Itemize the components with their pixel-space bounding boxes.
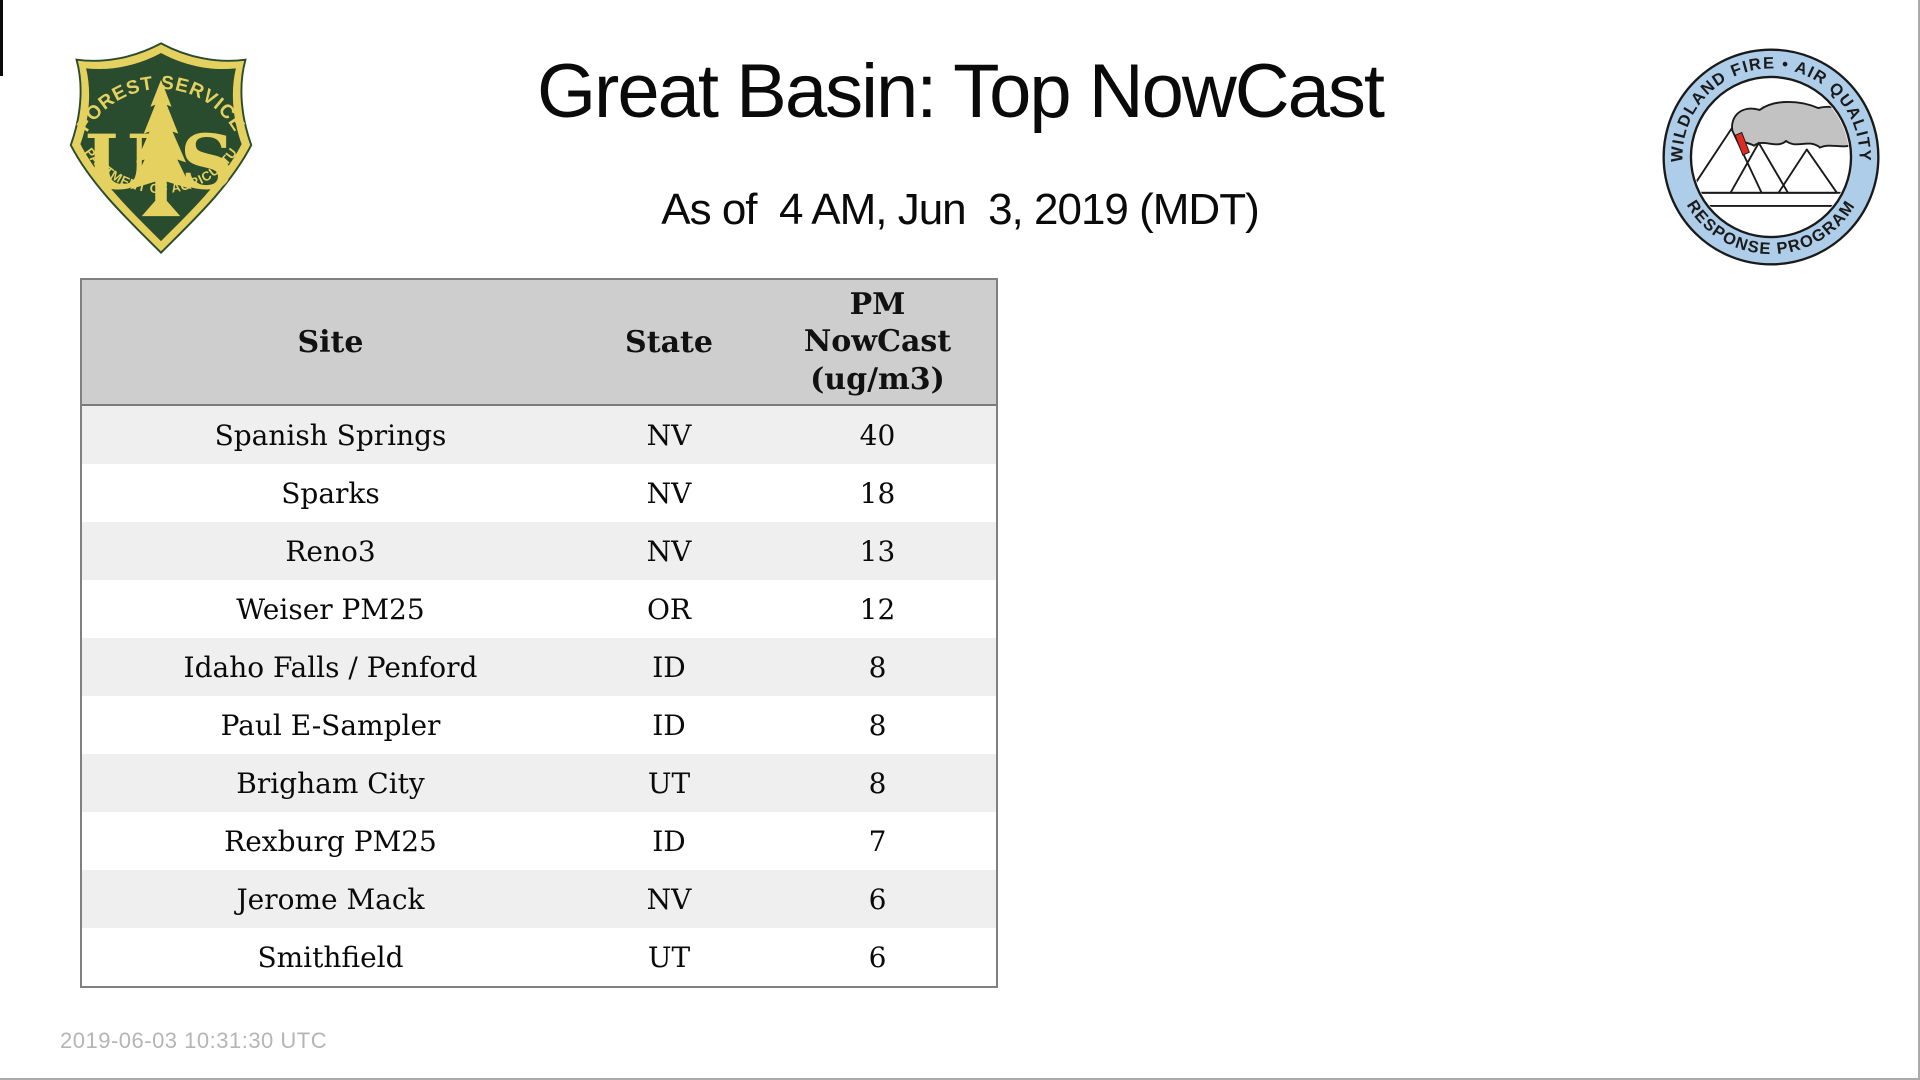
window-edge-mark (0, 0, 3, 76)
state-cell: NV (646, 534, 692, 568)
value-cell: 12 (859, 592, 896, 626)
value-cell: 8 (868, 650, 887, 684)
state-cell: OR (646, 592, 692, 626)
forest-service-shield-icon: FOREST SERVICE U S DEPARTMENT OF AGRICUL… (60, 28, 253, 254)
table-row: Smithfield UT 6 (82, 928, 996, 986)
table-row: Brigham City UT 8 (82, 754, 996, 812)
site-cell: Reno3 (285, 534, 376, 568)
site-cell: Rexburg PM25 (224, 824, 437, 858)
state-cell: ID (652, 708, 686, 742)
table-row: Jerome Mack NV 6 (82, 870, 996, 928)
value-cell: 13 (859, 534, 896, 568)
site-cell: Idaho Falls / Penford (183, 650, 478, 684)
table-row: Rexburg PM25 ID 7 (82, 812, 996, 870)
value-cell: 8 (868, 708, 887, 742)
state-cell: ID (652, 824, 686, 858)
column-header-state: State (625, 324, 713, 360)
site-cell: Brigham City (236, 766, 425, 800)
value-cell: 18 (859, 476, 896, 510)
nowcast-table: Site State PM NowCast (ug/m3) Spanish Sp… (80, 278, 998, 988)
table-row: Paul E-Sampler ID 8 (82, 696, 996, 754)
fs-letter-u: U (85, 118, 150, 206)
window-edge-bottom (0, 1078, 1920, 1080)
wfaqrp-logo: WILDLAND FIRE • AIR QUALITY RESPONSE PRO… (1658, 44, 1884, 270)
wfaqrp-circle-icon: WILDLAND FIRE • AIR QUALITY RESPONSE PRO… (1662, 48, 1880, 266)
pine-tree-icon (130, 79, 192, 203)
value-cell: 40 (859, 418, 896, 452)
table-row: Reno3 NV 13 (82, 522, 996, 580)
state-cell: UT (647, 766, 691, 800)
site-cell: Smithfield (257, 940, 404, 974)
column-header-site: Site (297, 324, 364, 360)
site-cell: Paul E-Sampler (220, 708, 441, 742)
state-cell: NV (646, 418, 692, 452)
value-cell: 7 (868, 824, 887, 858)
forest-service-logo: FOREST SERVICE U S DEPARTMENT OF AGRICUL… (60, 28, 257, 258)
site-cell: Weiser PM25 (236, 592, 425, 626)
site-cell: Sparks (281, 476, 380, 510)
pine-tree-base (141, 200, 181, 217)
state-cell: NV (646, 882, 692, 916)
site-cell: Jerome Mack (236, 882, 425, 916)
value-cell: 6 (868, 882, 887, 916)
state-cell: ID (652, 650, 686, 684)
table-body: Spanish Springs NV 40 Sparks NV 18 Reno3… (82, 406, 996, 986)
table-row: Spanish Springs NV 40 (82, 406, 996, 464)
value-cell: 6 (868, 940, 887, 974)
table-row: Weiser PM25 OR 12 (82, 580, 996, 638)
site-cell: Spanish Springs (214, 418, 447, 452)
table-row: Sparks NV 18 (82, 464, 996, 522)
state-cell: NV (646, 476, 692, 510)
table-header-row: Site State PM NowCast (ug/m3) (82, 280, 996, 406)
table-row: Idaho Falls / Penford ID 8 (82, 638, 996, 696)
page-subtitle: As of 4 AM, Jun 3, 2019 (MDT) (661, 185, 1259, 234)
column-header-pm-nowcast: PM NowCast (ug/m3) (803, 286, 952, 397)
generated-timestamp: 2019-06-03 10:31:30 UTC (60, 1028, 328, 1053)
value-cell: 8 (868, 766, 887, 800)
fs-letter-s: S (180, 118, 234, 206)
state-cell: UT (647, 940, 691, 974)
fire-mark-icon (1734, 131, 1750, 156)
window-edge-right (1918, 0, 1920, 1080)
page-title: Great Basin: Top NowCast (536, 49, 1385, 134)
